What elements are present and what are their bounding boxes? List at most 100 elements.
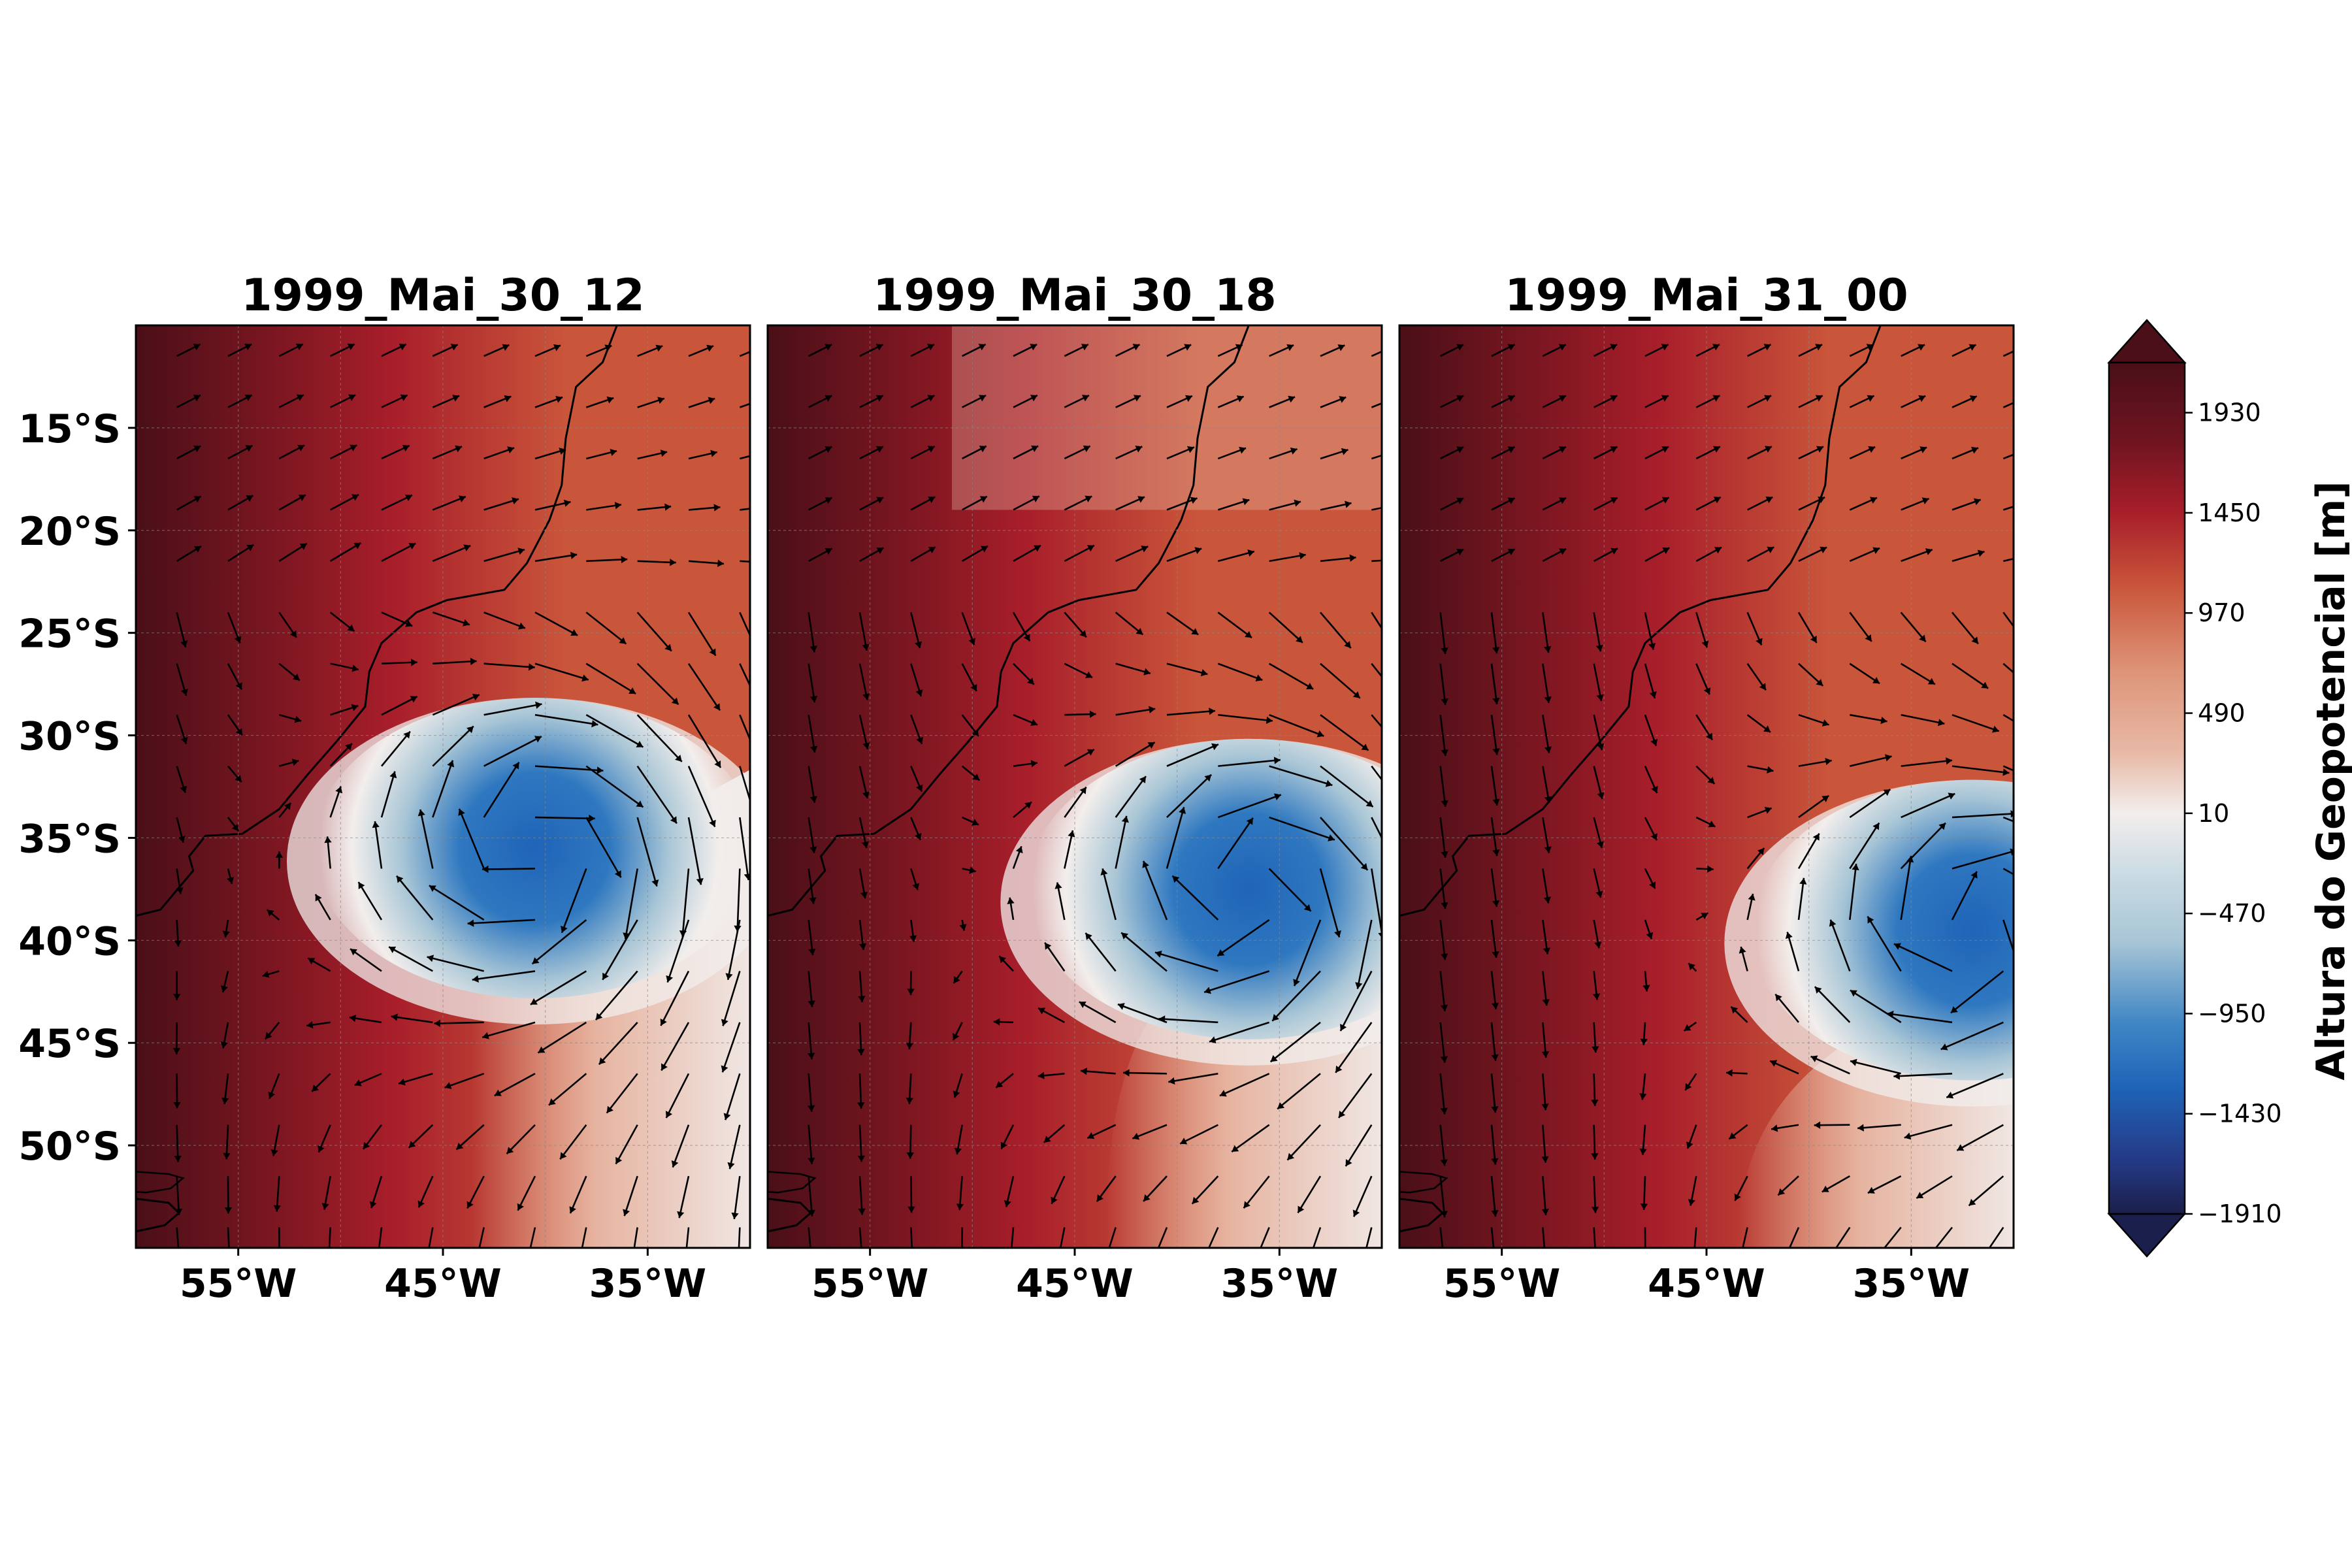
- wind-arrowhead: [312, 1085, 319, 1092]
- colorbar-tick-label: 970: [2198, 598, 2246, 627]
- wind-arrow: [1593, 663, 1603, 702]
- wind-arrowhead: [664, 503, 672, 511]
- wind-arrowhead: [1441, 851, 1448, 858]
- wind-arrow: [687, 612, 717, 657]
- wind-arrow: [808, 714, 816, 753]
- wind-arrow: [1490, 663, 1498, 705]
- wind-arrowhead: [535, 701, 542, 709]
- wind-arrowhead: [1492, 748, 1500, 755]
- wind-arrowhead: [591, 720, 598, 728]
- wind-arrow: [1542, 612, 1550, 653]
- colorbar-tick-label: −1910: [2198, 1200, 2282, 1228]
- wind-arrowhead: [245, 445, 253, 452]
- wind-arrow: [1142, 860, 1168, 921]
- colorbar-label: Altura do Geopotencial [m]: [2308, 481, 2352, 1080]
- wind-arrow: [1345, 1124, 1373, 1167]
- wind-arrowhead: [1149, 706, 1156, 713]
- wind-arrowhead: [1133, 395, 1141, 402]
- wind-arrowhead: [696, 877, 704, 885]
- wind-arrowhead: [1306, 683, 1314, 689]
- wind-arrow: [585, 817, 622, 878]
- wind-arrowhead: [1686, 1141, 1693, 1149]
- wind-arrowhead: [1968, 1198, 1976, 1206]
- wind-arrowhead: [1764, 395, 1772, 402]
- wind-arrowhead: [876, 547, 884, 555]
- wind-arrow: [1218, 759, 1281, 767]
- wind-arrowhead: [1685, 1083, 1692, 1090]
- wind-arrow: [1935, 1226, 1953, 1248]
- wind-arrowhead: [809, 897, 817, 904]
- wind-arrowhead: [928, 546, 936, 553]
- wind-arrow: [494, 1073, 536, 1097]
- wind-arrowhead: [1688, 1199, 1695, 1206]
- wind-arrowhead: [559, 448, 566, 455]
- wind-arrowhead: [959, 924, 967, 931]
- wind-arrowhead: [1365, 800, 1373, 808]
- wind-arrowhead: [1650, 833, 1658, 841]
- wind-arrowhead: [463, 619, 470, 627]
- wind-arrowhead: [1884, 754, 1892, 762]
- wind-arrow: [483, 662, 535, 668]
- wind-arrowhead: [506, 1147, 514, 1154]
- wind-arrowhead: [1294, 499, 1301, 507]
- wind-arrowhead: [1595, 644, 1603, 652]
- wind-arrowhead: [1219, 1090, 1227, 1097]
- wind-arrowhead: [906, 1152, 915, 1159]
- wind-arrowhead: [173, 994, 181, 1000]
- wind-arrowhead: [1661, 497, 1669, 504]
- wind-arrowhead: [289, 630, 297, 638]
- wind-arrow: [1867, 915, 1902, 972]
- wind-arrowhead: [1867, 395, 1874, 402]
- wind-arrow: [1217, 794, 1282, 819]
- wind-arrow: [1371, 402, 1382, 408]
- wind-arrowhead: [1068, 830, 1075, 838]
- wind-arrowhead: [434, 1019, 441, 1028]
- wind-arrowhead: [660, 449, 668, 457]
- wind-arrowhead: [1764, 446, 1772, 453]
- wind-arrowhead: [1043, 1135, 1051, 1143]
- wind-arrowhead: [1190, 497, 1198, 504]
- wind-arrowhead: [404, 494, 412, 502]
- wind-arrow: [432, 612, 470, 626]
- wind-arrowhead: [1542, 999, 1550, 1006]
- wind-arrowhead: [294, 715, 302, 723]
- wind-arrow: [858, 1124, 863, 1162]
- wind-arrowhead: [754, 651, 760, 658]
- wind-arrow: [2002, 350, 2014, 357]
- wind-arrowhead: [227, 877, 235, 884]
- longitude-tick-label: 45°W: [384, 1261, 502, 1307]
- wind-arrowhead: [1132, 1132, 1140, 1140]
- wind-arrowhead: [875, 395, 883, 402]
- wind-arrowhead: [1544, 696, 1552, 704]
- wind-arrowhead: [857, 1155, 865, 1162]
- wind-arrowhead: [351, 494, 359, 501]
- wind-arrowhead: [220, 985, 228, 992]
- wind-arrowhead: [598, 1057, 606, 1065]
- wind-arrowhead: [972, 774, 980, 781]
- wind-arrowhead: [1123, 1069, 1130, 1077]
- wind-arrow: [1269, 816, 1335, 841]
- wind-arrow: [429, 885, 485, 921]
- wind-arrowhead: [297, 444, 305, 451]
- wind-arrowhead: [173, 1102, 181, 1109]
- wind-arrow: [374, 821, 383, 869]
- wind-arrow: [506, 1124, 536, 1154]
- wind-arrowhead: [1328, 834, 1335, 841]
- wind-arrowhead: [1642, 985, 1650, 992]
- wind-arrowhead: [1712, 446, 1720, 453]
- wind-arrow: [1490, 817, 1498, 857]
- wind-vectors: [807, 343, 1382, 1248]
- wind-arrowhead: [1236, 395, 1244, 402]
- wind-arrowhead: [1970, 871, 1978, 879]
- wind-arrowhead: [298, 495, 306, 502]
- wind-arrowhead: [809, 796, 818, 803]
- wind-arrowhead: [1440, 1159, 1448, 1166]
- wind-arrow: [1693, 1227, 1697, 1248]
- wind-arrowhead: [1867, 1186, 1875, 1194]
- wind-arrowhead: [1031, 445, 1039, 452]
- wind-arrowhead: [1100, 868, 1108, 875]
- wind-arrowhead: [1544, 645, 1552, 653]
- wind-arrowhead: [172, 1048, 181, 1054]
- wind-arrow: [1157, 1227, 1168, 1248]
- wind-arrow: [739, 817, 749, 881]
